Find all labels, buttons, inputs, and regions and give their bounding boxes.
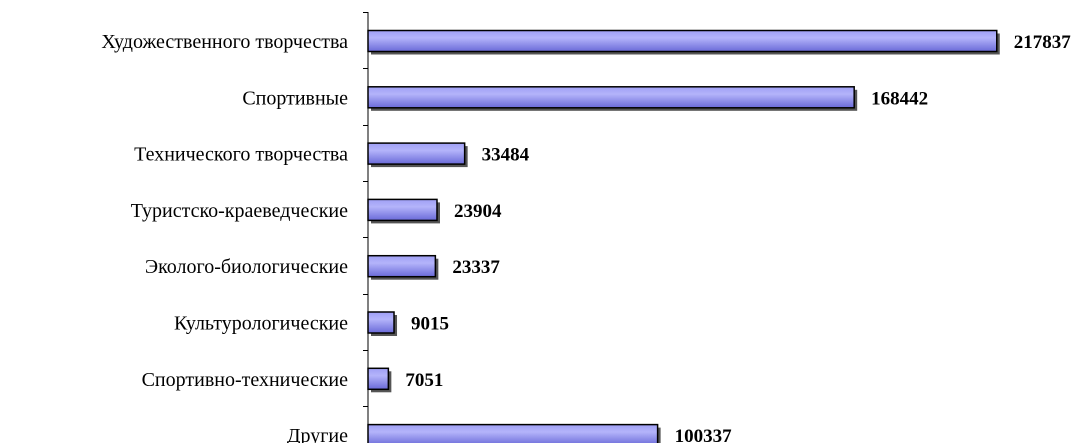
category-label: Туристско-краеведческие [131,200,348,222]
category-label: Художественного творчества [101,31,348,53]
value-label: 217837 [1014,32,1072,53]
bar [367,198,438,222]
bar [367,367,390,391]
value-label: 9015 [411,314,449,335]
labels-layer: Художественного творчества 217837 Спортивн… [101,31,1071,443]
bar [367,311,395,334]
bars-layer [367,29,1000,443]
value-label: 23904 [454,201,502,222]
value-label: 23337 [452,257,500,278]
bar [367,142,466,165]
bar [367,423,659,443]
bar [367,29,998,53]
bar [367,86,855,109]
category-label: Другие [287,425,348,443]
value-label: 100337 [675,426,733,443]
value-label: 168442 [871,88,928,109]
category-label: Культурологические [174,313,348,335]
value-label: 33484 [482,145,530,166]
category-label: Эколого-биологические [145,256,348,278]
bar [367,254,437,278]
value-label: 7051 [405,370,443,391]
category-label: Спортивные [242,87,348,109]
category-label: Технического творчества [134,144,348,166]
category-label: Спортивно-технические [142,369,349,391]
